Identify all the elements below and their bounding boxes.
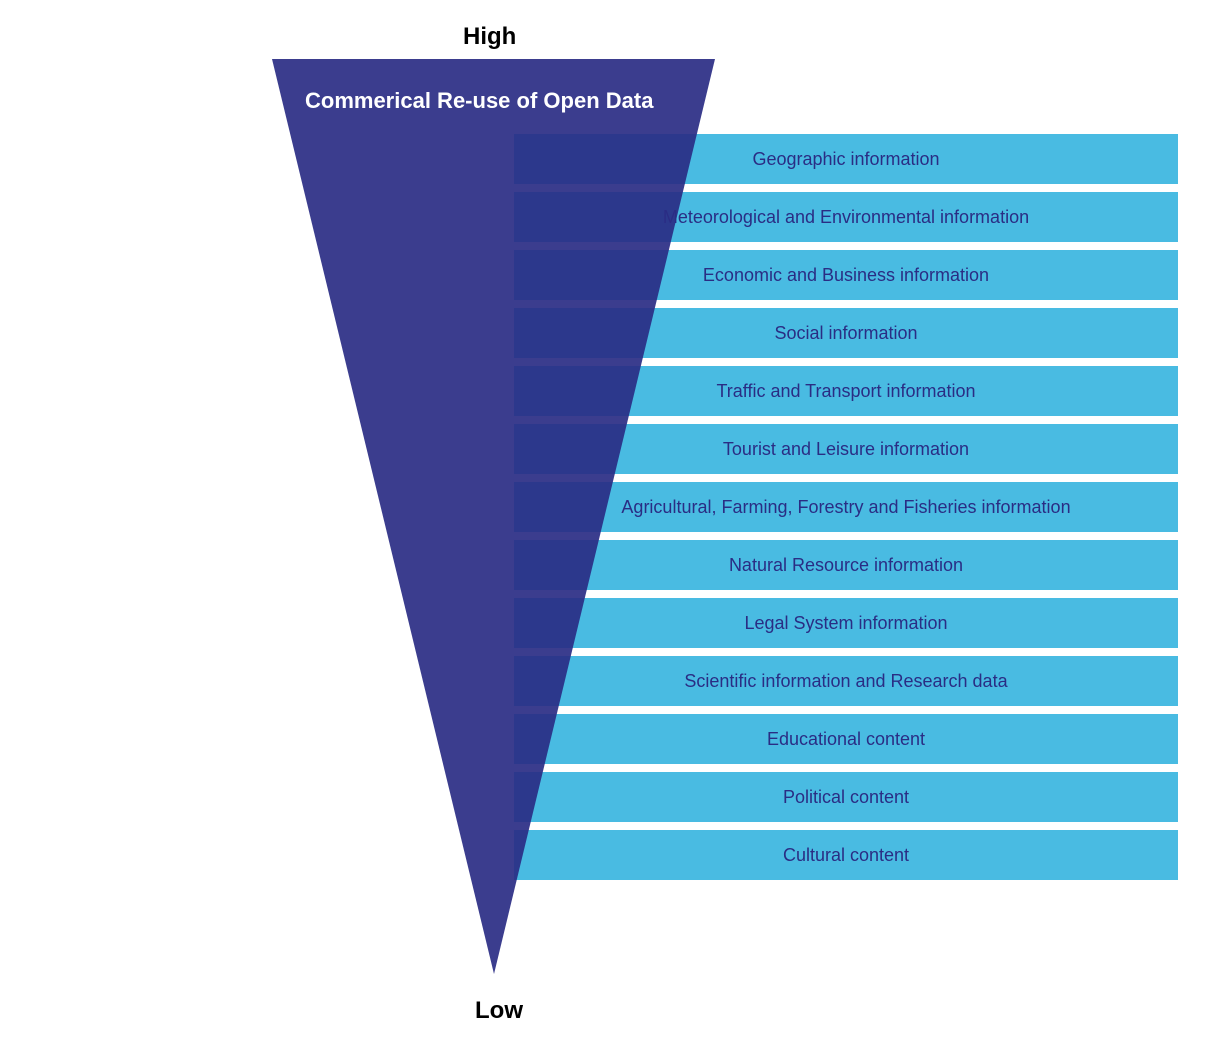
category-bar: Natural Resource information	[514, 540, 1178, 590]
category-bar-label: Geographic information	[514, 149, 1178, 170]
category-bar: Agricultural, Farming, Forestry and Fish…	[514, 482, 1178, 532]
category-bar-label: Social information	[514, 323, 1178, 344]
category-bar-label: Natural Resource information	[514, 555, 1178, 576]
label-high: High	[463, 23, 516, 51]
category-bar-label: Tourist and Leisure information	[514, 439, 1178, 460]
label-low: Low	[475, 997, 523, 1025]
category-bar-label: Educational content	[514, 729, 1178, 750]
triangle-title: Commerical Re-use of Open Data	[305, 88, 653, 114]
category-bar-label: Traffic and Transport information	[514, 381, 1178, 402]
category-bar: Cultural content	[514, 830, 1178, 880]
category-bar: Scientific information and Research data	[514, 656, 1178, 706]
category-bar: Meteorological and Environmental informa…	[514, 192, 1178, 242]
category-bar: Tourist and Leisure information	[514, 424, 1178, 474]
category-bar-label: Scientific information and Research data	[514, 671, 1178, 692]
category-bar: Social information	[514, 308, 1178, 358]
category-bar: Political content	[514, 772, 1178, 822]
category-bar-label: Economic and Business information	[514, 265, 1178, 286]
category-bar-label: Political content	[514, 787, 1178, 808]
category-bar-label: Meteorological and Environmental informa…	[514, 207, 1178, 228]
category-bar: Geographic information	[514, 134, 1178, 184]
category-bar: Educational content	[514, 714, 1178, 764]
category-bar-label: Agricultural, Farming, Forestry and Fish…	[514, 497, 1178, 518]
category-bar-label: Cultural content	[514, 845, 1178, 866]
diagram-canvas: High Commerical Re-use of Open Data Geog…	[0, 0, 1206, 1044]
category-bar: Traffic and Transport information	[514, 366, 1178, 416]
category-bar: Legal System information	[514, 598, 1178, 648]
category-bar-label: Legal System information	[514, 613, 1178, 634]
category-bar: Economic and Business information	[514, 250, 1178, 300]
